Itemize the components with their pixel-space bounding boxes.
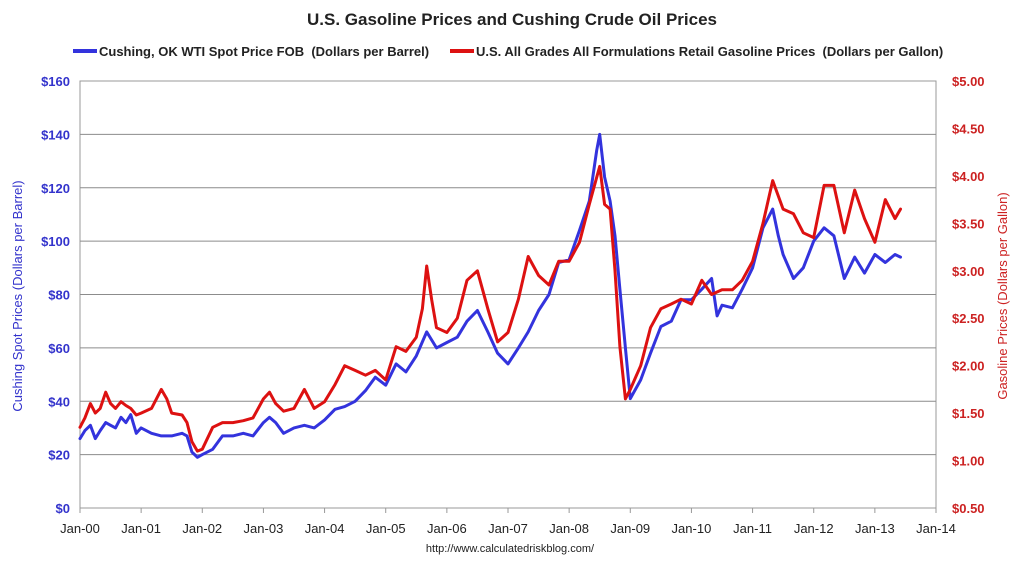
left-tick-label: $160 xyxy=(41,74,70,89)
left-axis-ticks: $0 $20 $40 $60 $80 $100 $120 $140 $160 xyxy=(41,74,70,516)
right-tick-label: $3.50 xyxy=(952,216,985,231)
gridlines xyxy=(80,133,936,456)
left-axis-label: Cushing Spot Prices (Dollars per Barrel) xyxy=(10,180,25,411)
x-tick-label: Jan-05 xyxy=(366,521,406,536)
x-tick-label: Jan-07 xyxy=(488,521,528,536)
x-tick-label: Jan-02 xyxy=(182,521,222,536)
left-tick-label: $80 xyxy=(48,288,70,303)
x-tick-label: Jan-11 xyxy=(733,521,772,536)
legend-label-cushing: Cushing, OK WTI Spot Price FOB (Dollars … xyxy=(99,44,429,59)
x-tick-label: Jan-10 xyxy=(672,521,712,536)
left-tick-label: $120 xyxy=(41,181,70,196)
x-tick-label: Jan-14 xyxy=(916,521,956,536)
legend: Cushing, OK WTI Spot Price FOB (Dollars … xyxy=(73,44,943,59)
source-url: http://www.calculatedriskblog.com/ xyxy=(426,543,595,555)
x-tick-label: Jan-13 xyxy=(855,521,895,536)
x-tick-label: Jan-03 xyxy=(244,521,284,536)
series-line-gasoline xyxy=(78,164,902,453)
legend-label-gasoline: U.S. All Grades All Formulations Retail … xyxy=(476,44,943,59)
x-tick-label: Jan-09 xyxy=(610,521,650,536)
right-tick-label: $4.00 xyxy=(952,169,985,184)
right-axis-label: Gasoline Prices (Dollars per Gallon) xyxy=(995,192,1010,399)
right-tick-label: $3.00 xyxy=(952,264,985,279)
left-tick-label: $60 xyxy=(48,341,70,356)
left-tick-label: $140 xyxy=(41,127,70,142)
left-tick-label: $40 xyxy=(48,394,70,409)
left-tick-label: $100 xyxy=(41,234,70,249)
chart-title: U.S. Gasoline Prices and Cushing Crude O… xyxy=(307,10,717,29)
right-tick-label: $4.50 xyxy=(952,121,985,136)
right-tick-label: $5.00 xyxy=(952,74,985,89)
series-line-cushing xyxy=(78,132,902,459)
right-tick-label: $1.50 xyxy=(952,406,985,421)
left-tick-label: $0 xyxy=(56,501,70,516)
right-tick-label: $2.50 xyxy=(952,311,985,326)
x-tick-label: Jan-08 xyxy=(549,521,589,536)
x-tick-label: Jan-04 xyxy=(305,521,345,536)
series-layer xyxy=(78,132,902,459)
x-tick-label: Jan-00 xyxy=(60,521,100,536)
right-tick-label: $2.00 xyxy=(952,359,985,374)
right-axis-ticks: $0.50 $1.00 $1.50 $2.00 $2.50 $3.00 $3.50 $4.00… xyxy=(952,74,985,516)
x-tick-label: Jan-06 xyxy=(427,521,467,536)
right-tick-label: $1.00 xyxy=(952,454,985,469)
right-tick-label: $0.50 xyxy=(952,501,985,516)
x-axis-ticks: Jan-00 Jan-01 Jan-02 Jan-03 Jan-04 Jan-05 Jan-… xyxy=(60,508,956,536)
left-tick-label: $20 xyxy=(48,448,70,463)
x-tick-label: Jan-12 xyxy=(794,521,834,536)
x-tick-label: Jan-01 xyxy=(121,521,161,536)
plot-area xyxy=(78,80,937,509)
